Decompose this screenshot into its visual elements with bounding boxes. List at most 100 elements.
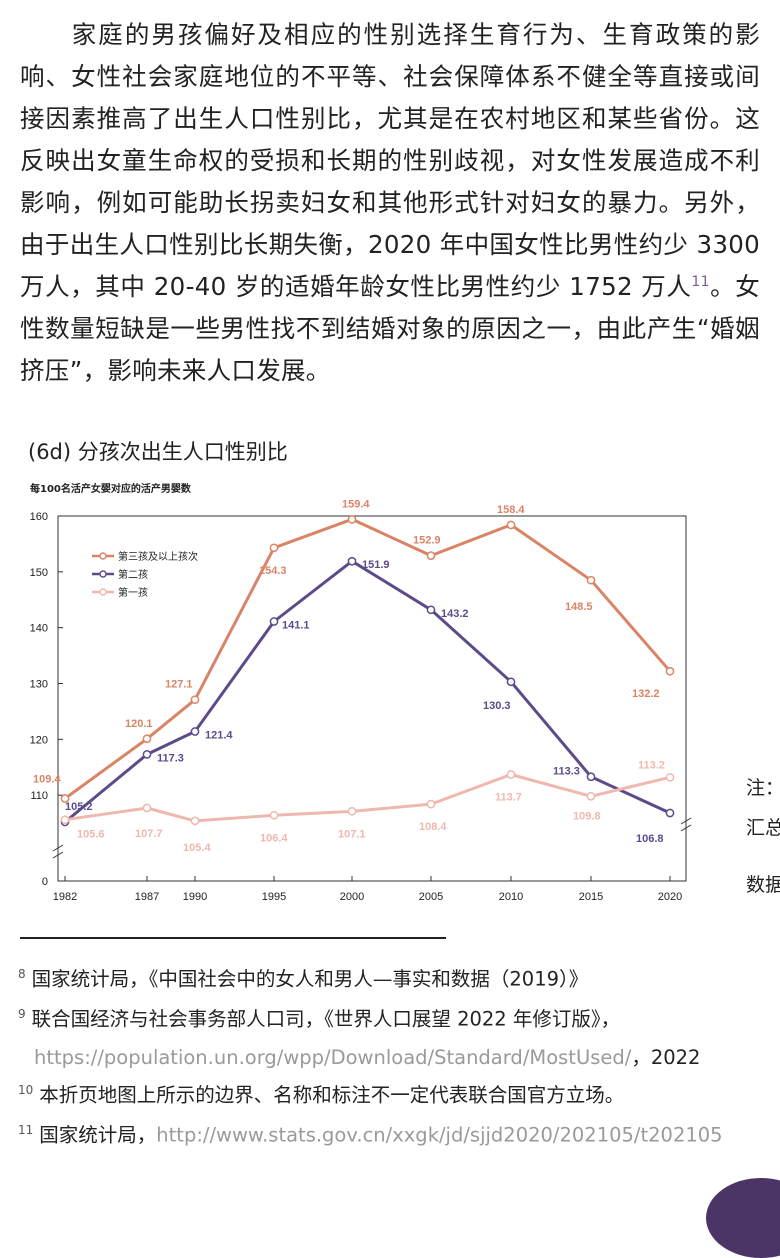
y-tick-label: 110 bbox=[30, 790, 48, 802]
data-label: 105.6 bbox=[77, 829, 105, 841]
footnote-9-number: 9 bbox=[18, 1007, 26, 1021]
data-point bbox=[506, 770, 516, 779]
data-point bbox=[60, 794, 70, 803]
data-label: 132.2 bbox=[632, 688, 660, 700]
data-point bbox=[665, 808, 675, 818]
data-label: 109.8 bbox=[573, 810, 601, 822]
footnote-11-text: 国家统计局， bbox=[39, 1123, 157, 1147]
sex-ratio-line-chart: 0 110 120 130 140 150 160 1982 1987 1990 1995 2000 2… bbox=[30, 498, 692, 903]
data-point bbox=[426, 551, 436, 560]
data-point bbox=[506, 520, 516, 530]
legend-label: 第三孩及以上孩次 bbox=[118, 550, 198, 563]
data-label: 113.2 bbox=[638, 759, 665, 771]
axis-break-mark bbox=[52, 851, 64, 859]
data-point bbox=[665, 666, 675, 676]
data-point bbox=[426, 605, 436, 615]
data-point bbox=[347, 515, 357, 524]
body-paragraph: 家庭的男孩偏好及相应的性别选择生育行为、生育政策的影响、女性社会家庭地位的不平等… bbox=[20, 14, 760, 392]
side-note-2: 汇总 bbox=[746, 817, 780, 839]
side-note-3: 数据 bbox=[746, 874, 780, 896]
data-point bbox=[190, 727, 200, 736]
footnote-8: 8 国家统计局，《中国社会中的女人和男人—事实和数据（2019）》 bbox=[18, 961, 588, 993]
footnote-9-link[interactable]: https://population.un.org/wpp/Download/S… bbox=[34, 1046, 632, 1069]
data-label: 141.1 bbox=[282, 620, 310, 632]
data-label: 113.7 bbox=[495, 792, 522, 804]
footnote-9-text: 联合国经济与社会事务部人口司，《世界人口展望 2022 年修订版》， bbox=[31, 1007, 621, 1031]
paragraph-text-b: 。女性数量短缺是一些男性找不到结婚对象的原因之一，由此产生“婚姻挤压”，影响未来… bbox=[20, 272, 760, 385]
x-tick-label: 2015 bbox=[579, 891, 603, 903]
footnote-10: 10 本折页地图上所示的边界、名称和标注不一定代表联合国官方立场。 bbox=[18, 1077, 624, 1109]
data-label: 130.3 bbox=[483, 700, 511, 712]
y-tick-label: 150 bbox=[30, 567, 48, 579]
data-label: 106.4 bbox=[260, 832, 288, 844]
footnote-9-tail: ，2022 bbox=[631, 1046, 701, 1069]
data-point bbox=[60, 815, 70, 825]
y-tick-label: 160 bbox=[30, 511, 48, 523]
legend-label: 第二孩 bbox=[118, 568, 148, 581]
data-label: 143.2 bbox=[441, 608, 469, 620]
data-label: 117.3 bbox=[157, 752, 184, 764]
data-point bbox=[347, 556, 357, 566]
data-label: 159.4 bbox=[342, 498, 370, 510]
x-tick-label: 1990 bbox=[183, 891, 207, 903]
x-tick-label: 2005 bbox=[419, 891, 443, 903]
plot-frame bbox=[57, 515, 687, 882]
footnote-9: 9 联合国经济与社会事务部人口司，《世界人口展望 2022 年修订版》， bbox=[18, 1001, 620, 1033]
data-point bbox=[426, 799, 436, 809]
data-point bbox=[586, 772, 596, 782]
data-point bbox=[665, 772, 675, 782]
y-tick-label: 140 bbox=[30, 623, 48, 635]
data-point bbox=[190, 816, 200, 826]
x-tick-label: 2020 bbox=[658, 891, 682, 903]
y-tick-label: 130 bbox=[30, 679, 48, 691]
data-label: 121.4 bbox=[205, 730, 233, 742]
side-note-1: 注： bbox=[746, 777, 780, 799]
data-label: 127.1 bbox=[165, 679, 193, 691]
data-point bbox=[142, 803, 152, 813]
data-label: 113.3 bbox=[553, 766, 580, 778]
data-label: 120.1 bbox=[125, 718, 153, 730]
footnote-ref-11[interactable]: 11 bbox=[691, 273, 710, 290]
data-point bbox=[142, 734, 152, 744]
footnote-9-link-line: https://population.un.org/wpp/Download/S… bbox=[34, 1041, 700, 1070]
data-label: 151.9 bbox=[362, 559, 390, 571]
x-tick-label: 1995 bbox=[262, 891, 286, 903]
footnote-divider bbox=[20, 937, 446, 939]
data-point bbox=[269, 617, 279, 626]
x-tick-label: 1987 bbox=[135, 891, 159, 903]
data-label: 152.9 bbox=[413, 535, 441, 547]
footnote-11-number: 11 bbox=[18, 1123, 34, 1137]
data-label: 107.1 bbox=[338, 828, 366, 840]
data-point bbox=[586, 575, 596, 585]
figure-title: (6d) 分孩次出生人口性别比 bbox=[28, 440, 288, 464]
footnote-10-number: 10 bbox=[18, 1083, 34, 1097]
legend-swatch-marker bbox=[99, 588, 107, 596]
footnote-11-link[interactable]: http://www.stats.gov.cn/xxgk/jd/sjjd2020… bbox=[156, 1123, 723, 1147]
data-point bbox=[586, 791, 596, 801]
data-label: 109.4 bbox=[33, 774, 61, 786]
legend-swatch-marker bbox=[99, 570, 107, 578]
x-tick-label: 2010 bbox=[499, 891, 523, 903]
data-label: 148.5 bbox=[565, 601, 593, 613]
axis-break-mark bbox=[52, 844, 64, 852]
data-label: 107.7 bbox=[135, 828, 163, 840]
x-tick-label: 2000 bbox=[340, 891, 364, 903]
data-label: 105.2 bbox=[65, 801, 93, 813]
axis-break-mark bbox=[680, 817, 692, 825]
data-label: 106.8 bbox=[636, 833, 664, 845]
axis-break-mark bbox=[680, 824, 692, 832]
data-point bbox=[269, 810, 279, 820]
legend-label: 第一孩 bbox=[118, 586, 148, 599]
x-tick-label: 1982 bbox=[53, 891, 77, 903]
data-label: 158.4 bbox=[497, 504, 525, 516]
footnote-8-number: 8 bbox=[18, 967, 26, 981]
footnote-8-text: 国家统计局，《中国社会中的女人和男人—事实和数据（2019）》 bbox=[31, 967, 589, 991]
y-tick-label: 120 bbox=[30, 734, 48, 746]
legend-swatch-marker bbox=[99, 552, 107, 560]
data-point bbox=[347, 807, 357, 816]
footnote-10-text: 本折页地图上所示的边界、名称和标注不一定代表联合国官方立场。 bbox=[39, 1083, 625, 1107]
y-tick-label: 0 bbox=[42, 876, 48, 888]
data-point bbox=[142, 750, 152, 759]
data-label: 154.3 bbox=[259, 565, 287, 577]
y-axis-caption: 每100名活产女婴对应的活产男婴数 bbox=[30, 484, 191, 495]
